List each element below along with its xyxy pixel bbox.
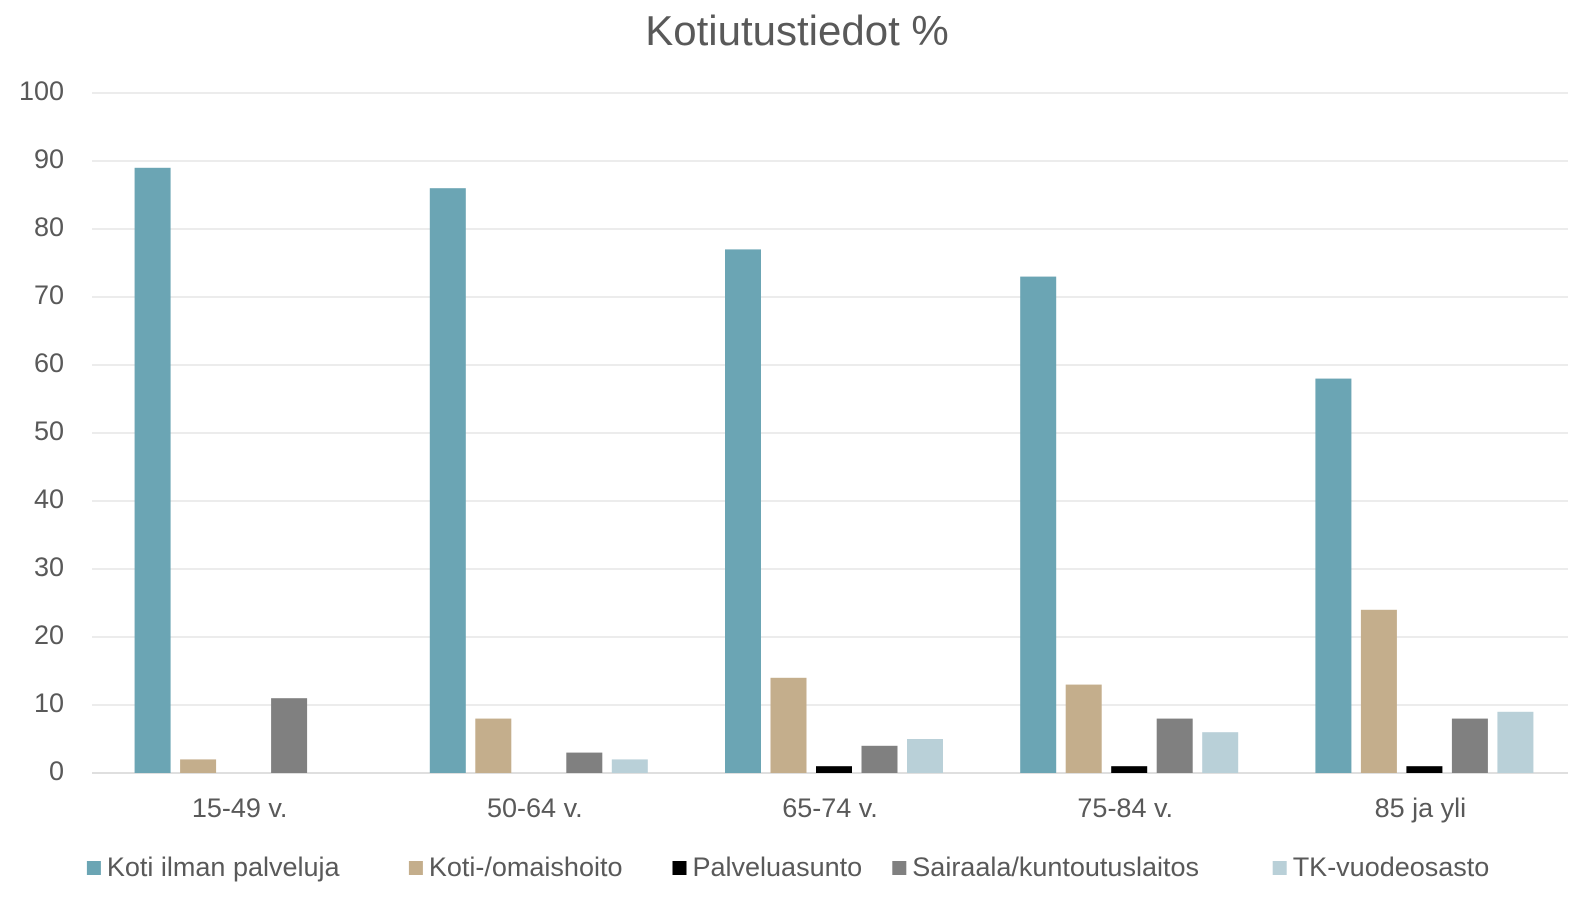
y-tick-label: 60 [34, 348, 64, 378]
bar [429, 188, 466, 773]
bar [907, 739, 943, 773]
y-tick-label: 80 [34, 212, 64, 242]
bar [1451, 718, 1488, 773]
legend-swatch [672, 861, 687, 875]
bar [1315, 378, 1352, 773]
bar [475, 718, 512, 773]
x-tick-label: 50-64 v. [487, 793, 583, 823]
bar [566, 752, 603, 773]
bar [1360, 609, 1397, 773]
y-tick-label: 20 [34, 620, 64, 650]
legend-label: Koti ilman palveluja [107, 852, 341, 882]
bar [134, 167, 171, 774]
bar [861, 745, 898, 773]
bar [1156, 718, 1193, 773]
legend-swatch [892, 861, 907, 875]
x-tick-label: 65-74 v. [782, 793, 878, 823]
y-tick-label: 30 [34, 552, 64, 582]
bar [1406, 766, 1443, 773]
legend-swatch [1272, 861, 1287, 875]
bar [1497, 711, 1534, 773]
y-tick-label: 40 [34, 484, 64, 514]
y-tick-label: 0 [49, 756, 64, 786]
legend-label: Palveluasunto [693, 852, 863, 882]
x-tick-label: 75-84 v. [1077, 793, 1173, 823]
x-tick-label: 85 ja yli [1375, 793, 1467, 823]
bar [770, 677, 807, 773]
y-tick-label: 50 [34, 416, 64, 446]
bar [1065, 684, 1102, 773]
x-tick-label: 15-49 v. [192, 793, 288, 823]
y-tick-label: 90 [34, 144, 64, 174]
legend-label: TK-vuodeosasto [1293, 852, 1490, 882]
bar [725, 249, 761, 773]
bar [271, 698, 308, 773]
bar [1202, 732, 1239, 773]
y-tick-label: 100 [19, 76, 64, 106]
bar [816, 766, 852, 773]
chart-title: Kotiutustiedot % [645, 7, 949, 54]
legend-label: Sairaala/kuntoutuslaitos [912, 852, 1199, 882]
bar [1020, 276, 1057, 773]
legend-swatch [408, 861, 423, 875]
bar [611, 759, 648, 773]
legend-swatch [86, 861, 101, 875]
y-tick-label: 10 [34, 688, 64, 718]
bar [1111, 766, 1148, 773]
y-tick-label: 70 [34, 280, 64, 310]
bar [180, 759, 217, 773]
legend-label: Koti-/omaishoito [429, 852, 623, 882]
